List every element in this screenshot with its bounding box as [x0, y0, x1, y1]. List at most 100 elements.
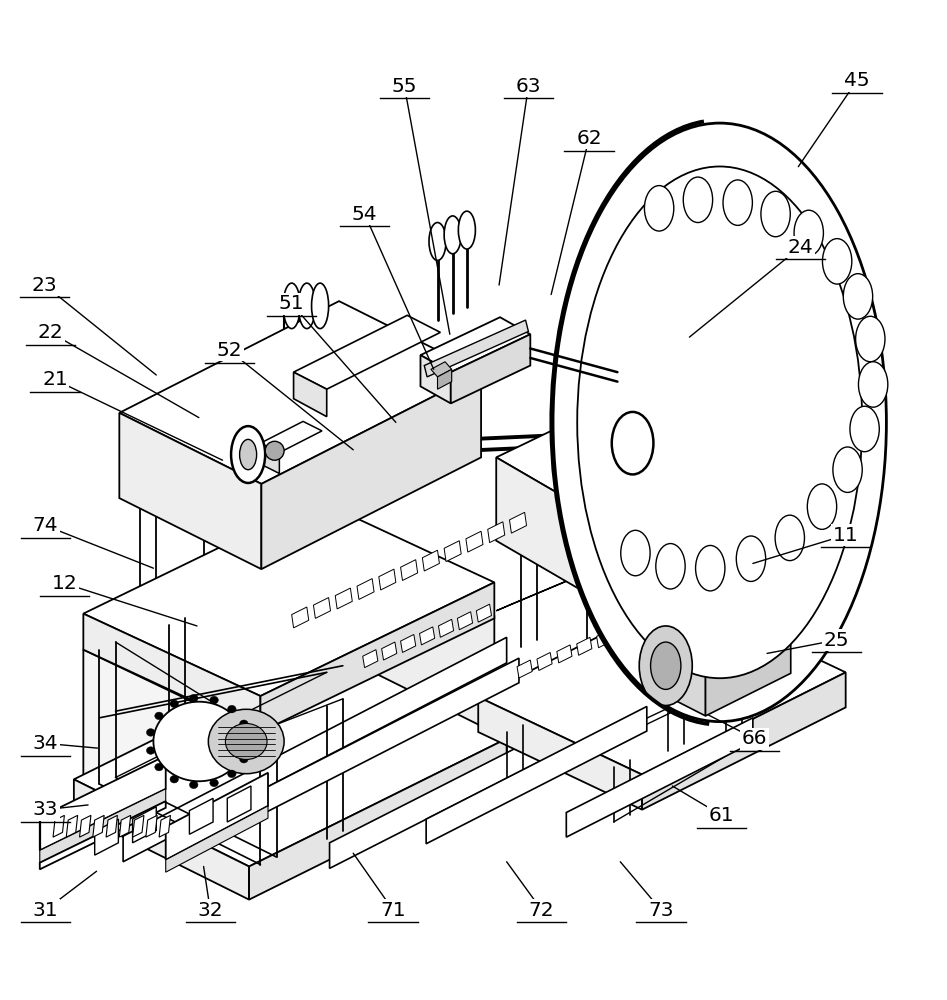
Polygon shape	[618, 424, 831, 612]
Polygon shape	[656, 607, 671, 625]
Polygon shape	[438, 619, 454, 637]
Polygon shape	[159, 815, 170, 837]
Polygon shape	[66, 815, 78, 837]
Text: 71: 71	[380, 901, 406, 920]
Ellipse shape	[612, 412, 653, 474]
Ellipse shape	[208, 709, 284, 774]
Polygon shape	[189, 798, 213, 834]
Text: 21: 21	[42, 370, 68, 389]
Text: 22: 22	[37, 323, 63, 342]
Polygon shape	[256, 616, 494, 865]
Polygon shape	[133, 815, 144, 837]
Text: 11: 11	[832, 526, 859, 545]
Polygon shape	[357, 579, 374, 599]
Polygon shape	[363, 650, 378, 668]
Ellipse shape	[240, 755, 248, 763]
Ellipse shape	[833, 447, 863, 492]
Text: 34: 34	[32, 734, 59, 753]
Polygon shape	[93, 815, 104, 837]
Polygon shape	[663, 637, 706, 716]
Polygon shape	[566, 718, 753, 837]
Polygon shape	[83, 614, 260, 732]
Polygon shape	[166, 773, 268, 860]
Polygon shape	[379, 569, 396, 590]
Ellipse shape	[170, 775, 178, 783]
Polygon shape	[335, 588, 352, 609]
Polygon shape	[83, 650, 256, 865]
Polygon shape	[636, 615, 652, 633]
Polygon shape	[40, 801, 166, 869]
Polygon shape	[557, 645, 572, 663]
Ellipse shape	[225, 723, 267, 759]
Ellipse shape	[621, 530, 651, 576]
Text: 24: 24	[787, 238, 813, 257]
Polygon shape	[424, 320, 528, 377]
Polygon shape	[133, 807, 156, 843]
Polygon shape	[249, 739, 507, 900]
Ellipse shape	[147, 747, 155, 754]
Ellipse shape	[553, 123, 886, 722]
Ellipse shape	[651, 642, 681, 689]
Text: 52: 52	[216, 341, 242, 360]
Text: 63: 63	[516, 77, 541, 96]
Ellipse shape	[684, 177, 713, 223]
Polygon shape	[451, 334, 530, 403]
Text: 61: 61	[708, 806, 735, 825]
Ellipse shape	[822, 239, 852, 284]
Ellipse shape	[240, 720, 248, 728]
Polygon shape	[292, 607, 309, 628]
Ellipse shape	[645, 186, 674, 231]
Ellipse shape	[153, 702, 244, 781]
Polygon shape	[444, 541, 461, 562]
Ellipse shape	[189, 694, 198, 702]
Ellipse shape	[147, 729, 155, 736]
Ellipse shape	[458, 211, 475, 249]
Ellipse shape	[429, 223, 446, 260]
Polygon shape	[119, 413, 261, 569]
Polygon shape	[426, 706, 647, 844]
Polygon shape	[146, 815, 157, 837]
Polygon shape	[83, 500, 494, 696]
Polygon shape	[517, 660, 532, 678]
Polygon shape	[466, 531, 483, 552]
Ellipse shape	[210, 779, 219, 787]
Ellipse shape	[724, 180, 753, 225]
Polygon shape	[313, 598, 331, 618]
Ellipse shape	[639, 626, 692, 705]
Ellipse shape	[844, 274, 873, 319]
Polygon shape	[401, 560, 418, 580]
Ellipse shape	[695, 545, 725, 591]
Polygon shape	[40, 756, 166, 850]
Polygon shape	[478, 595, 846, 775]
Polygon shape	[294, 372, 327, 417]
Text: 12: 12	[51, 574, 78, 593]
Ellipse shape	[189, 781, 198, 789]
Polygon shape	[616, 622, 632, 640]
Ellipse shape	[776, 515, 805, 561]
Polygon shape	[260, 443, 279, 473]
Ellipse shape	[859, 362, 888, 407]
Ellipse shape	[154, 763, 163, 771]
Polygon shape	[642, 672, 846, 810]
Text: 73: 73	[649, 901, 673, 920]
Polygon shape	[119, 815, 131, 837]
Polygon shape	[509, 512, 527, 533]
Polygon shape	[74, 779, 249, 900]
Polygon shape	[597, 630, 612, 648]
Polygon shape	[382, 642, 397, 660]
Polygon shape	[261, 372, 481, 569]
Ellipse shape	[794, 210, 823, 256]
Polygon shape	[422, 550, 439, 571]
Polygon shape	[106, 815, 117, 837]
Polygon shape	[420, 317, 530, 372]
Ellipse shape	[210, 696, 219, 704]
Polygon shape	[420, 355, 451, 403]
Polygon shape	[577, 637, 592, 655]
Polygon shape	[537, 652, 552, 670]
Polygon shape	[166, 806, 268, 872]
Text: 72: 72	[528, 901, 555, 920]
Polygon shape	[401, 634, 416, 652]
Text: 45: 45	[844, 71, 870, 90]
Polygon shape	[431, 362, 452, 377]
Ellipse shape	[265, 441, 284, 460]
